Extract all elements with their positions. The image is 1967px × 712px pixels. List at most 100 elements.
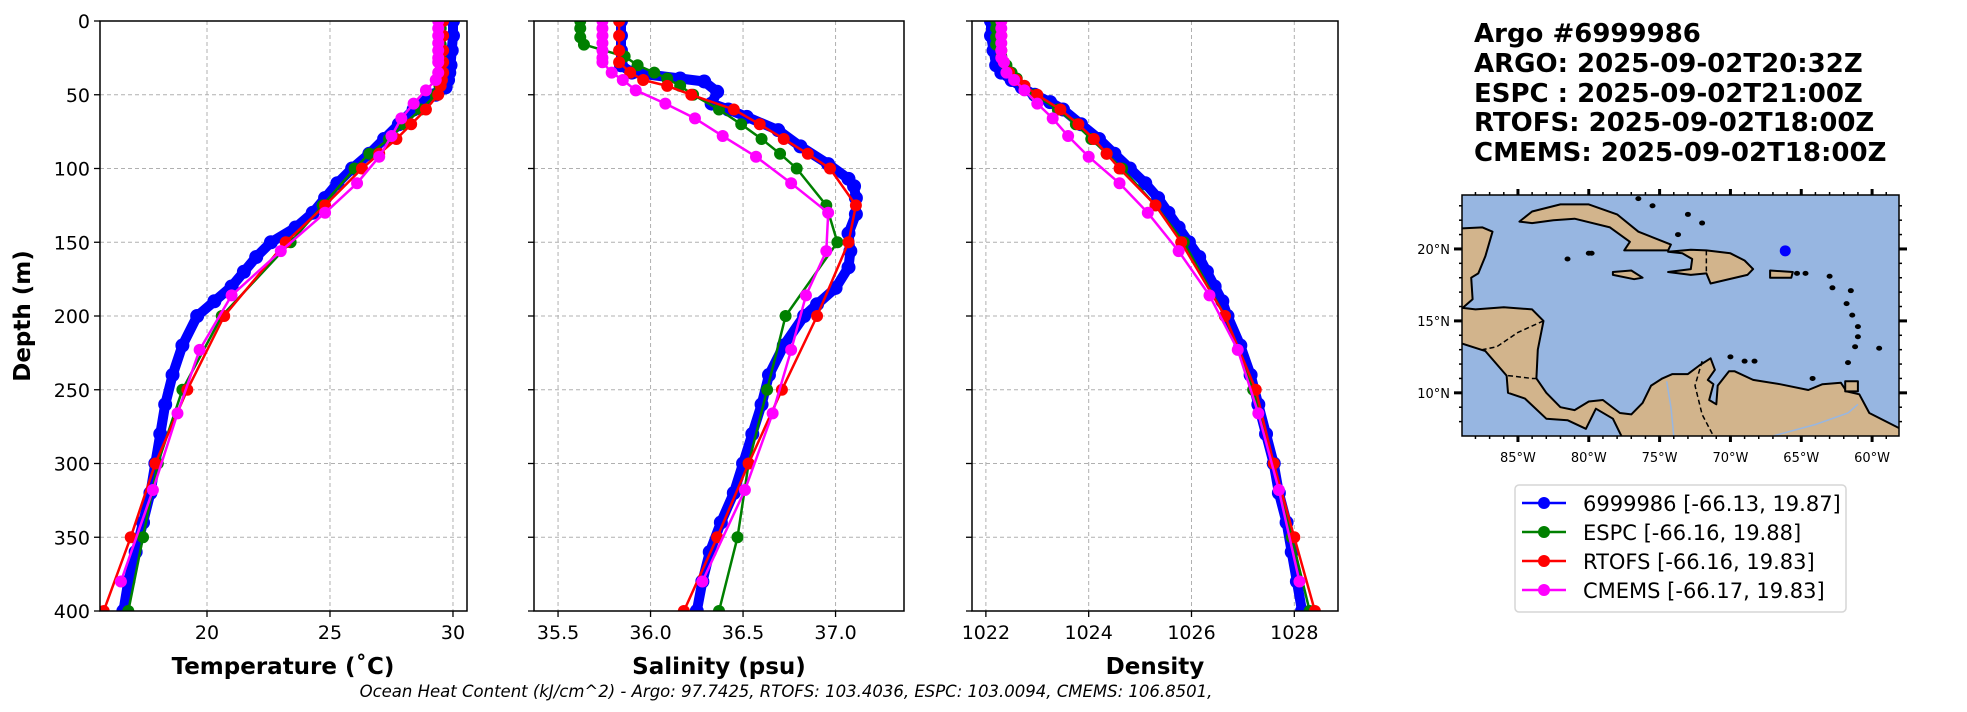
map-lon-label: 70°W — [1712, 451, 1748, 466]
land-central-south-america — [1462, 226, 1899, 436]
map-lat-label: 10°N — [1417, 387, 1450, 402]
x-tick-label: 1024 — [1065, 622, 1113, 644]
data-point-rtofs — [613, 21, 626, 27]
x-axis-label-temperature: Temperature (˚C) — [172, 653, 395, 680]
map-lon-label: 85°W — [1500, 451, 1536, 466]
x-tick-label: 36.0 — [629, 622, 671, 644]
data-point-argo — [153, 427, 168, 441]
data-point-cmems — [1000, 66, 1013, 79]
data-point-cmems — [319, 206, 332, 219]
data-point-cmems — [1113, 177, 1126, 190]
x-tick-label: 36.5 — [722, 622, 764, 644]
land-jamaica — [1611, 269, 1644, 281]
data-point-cmems — [1141, 206, 1154, 219]
data-point-cmems — [1231, 343, 1244, 356]
data-point-espc — [577, 38, 590, 51]
map-content — [1462, 195, 1899, 436]
panel-salinity: 35.5 36.0 36.5 37.0 — [528, 20, 905, 644]
y-tick-label: 400 — [54, 601, 90, 623]
data-point-rtofs — [753, 118, 766, 131]
island — [1684, 211, 1691, 217]
data-point-rtofs — [727, 103, 740, 116]
country-border — [1694, 360, 1715, 436]
ohc-caption: Ocean Heat Content (kJ/cm^2) - Argo: 97.… — [360, 682, 1213, 701]
data-point-argo — [175, 338, 190, 353]
island — [1849, 312, 1856, 318]
series-line-rtofs — [102, 21, 445, 611]
data-point-espc — [122, 605, 135, 611]
y-tick-label: 200 — [54, 306, 90, 328]
data-point-espc — [731, 531, 744, 544]
data-point-rtofs — [624, 66, 637, 79]
data-point-argo — [828, 280, 843, 295]
land-hispaniola — [1667, 248, 1755, 285]
data-point-cmems — [385, 130, 398, 143]
data-point-cmems — [799, 289, 812, 302]
data-point-cmems — [785, 343, 798, 356]
data-point-cmems — [114, 575, 127, 588]
data-point-rtofs — [1100, 147, 1113, 160]
data-point-cmems — [766, 407, 779, 420]
island — [1826, 273, 1833, 279]
data-point-argo — [224, 279, 239, 294]
data-point-rtofs — [842, 236, 855, 249]
data-point-rtofs — [432, 88, 445, 101]
data-point-cmems — [605, 66, 618, 79]
data-point-cmems — [1172, 245, 1185, 258]
data-point-rtofs — [711, 531, 724, 544]
series-line-cmems — [119, 21, 440, 583]
x-tick-label: 1026 — [1167, 622, 1215, 644]
map-lon-label: 65°W — [1783, 451, 1819, 466]
data-point-cmems — [1062, 130, 1075, 143]
data-point-cmems — [629, 84, 642, 97]
data-point-espc — [735, 118, 748, 131]
data-point-argo — [207, 294, 222, 309]
data-point-cmems — [146, 484, 159, 497]
legend-item-argo: 6999986 [-66.13, 19.87] — [1522, 492, 1841, 516]
data-point-espc — [137, 531, 150, 544]
y-tick-label: 100 — [54, 159, 90, 181]
location-map: 85°W 80°W 75°W 70°W 65°W 60°W 10°N 15°N 20°N — [1417, 189, 1907, 466]
data-point-argo — [158, 397, 173, 412]
legend-marker-swatch — [1538, 526, 1550, 538]
data-point-rtofs — [685, 88, 698, 101]
legend-box — [1514, 484, 1847, 613]
data-point-cmems — [716, 130, 729, 143]
data-point-rtofs — [1031, 88, 1044, 101]
island — [1845, 360, 1852, 366]
x-axis-label-salinity: Salinity (psu) — [632, 654, 806, 680]
land-puerto-rico — [1769, 269, 1794, 279]
map-lon-label: 60°W — [1854, 451, 1890, 466]
data-point-rtofs — [149, 457, 162, 470]
data-point-espc — [761, 383, 774, 396]
data-point-rtofs — [613, 44, 626, 57]
data-point-argo — [249, 250, 264, 264]
data-point-rtofs — [1072, 118, 1085, 131]
data-point-rtofs — [1113, 162, 1126, 175]
data-point-cmems — [429, 74, 442, 86]
data-point-argo — [445, 28, 460, 43]
y-tick-label: 350 — [54, 527, 90, 549]
data-point-cmems — [822, 206, 835, 219]
country-border — [1482, 320, 1544, 351]
data-point-espc — [713, 605, 725, 611]
data-point-rtofs — [100, 605, 110, 611]
x-tick-label: 30 — [441, 622, 465, 644]
island — [1843, 301, 1850, 307]
data-point-argo — [847, 179, 862, 194]
map-lat-label: 15°N — [1417, 315, 1450, 330]
data-point-cmems — [1046, 112, 1059, 125]
title-line-float: Argo #6999986 — [1474, 19, 1701, 49]
island — [1854, 324, 1861, 330]
data-point-cmems — [1031, 97, 1044, 110]
island — [1829, 285, 1836, 291]
island — [1876, 345, 1883, 351]
series-group — [984, 21, 1321, 611]
island — [1727, 354, 1734, 360]
data-point-rtofs — [1054, 103, 1067, 116]
data-point-cmems — [419, 84, 432, 97]
island — [1649, 203, 1656, 209]
y-tick-label: 0 — [78, 11, 90, 33]
